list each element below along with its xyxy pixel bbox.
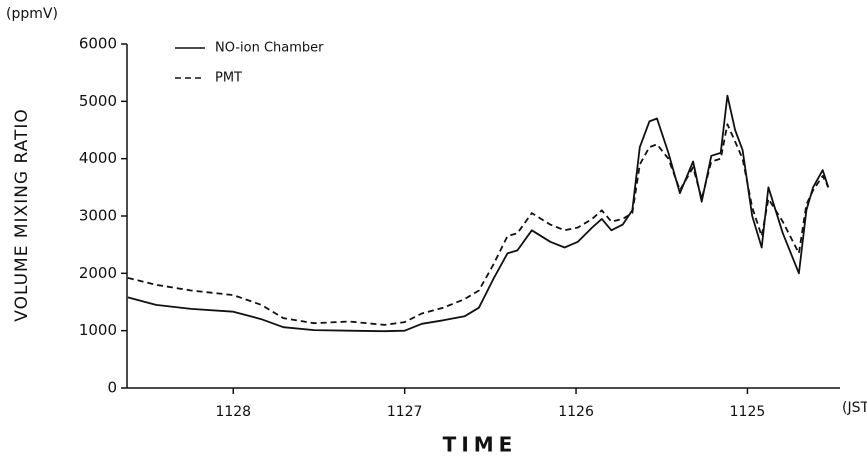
y-tick-label: 0 <box>107 379 117 397</box>
data-line <box>127 94 830 333</box>
y-unit: (ppmV) <box>6 6 58 22</box>
y-tick-label: 1000 <box>79 321 117 339</box>
x-tick-label: 1128 <box>215 404 251 420</box>
y-tick-label: 6000 <box>79 35 117 53</box>
x-tick-label: 1125 <box>730 404 766 420</box>
x-tick-label: 1127 <box>387 404 423 420</box>
data-line <box>127 123 830 326</box>
x-unit: (JST) <box>842 400 867 416</box>
x-tick-label: 1126 <box>558 404 594 420</box>
y-tick-label: 4000 <box>79 149 117 167</box>
y-tick-label: 3000 <box>79 207 117 225</box>
legend-label: NO-ion Chamber <box>215 41 324 56</box>
x-axis-label: TIME <box>443 433 518 457</box>
y-axis-label: VOLUME MIXING RATIO <box>12 108 32 321</box>
y-tick-label: 2000 <box>79 264 117 282</box>
legend-label: PMT <box>215 71 242 86</box>
y-tick-label: 5000 <box>79 92 117 110</box>
